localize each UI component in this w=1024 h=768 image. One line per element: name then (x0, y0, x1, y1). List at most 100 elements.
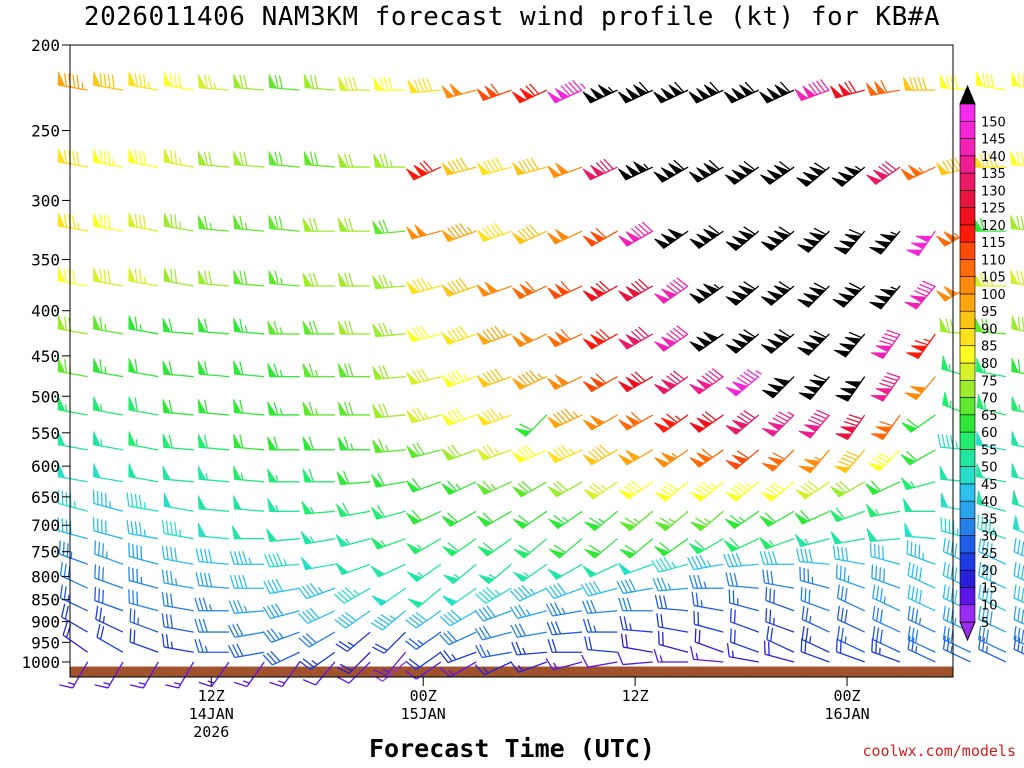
barb-pennant (703, 331, 719, 343)
barb-pennant (902, 76, 913, 91)
barb-pennant (406, 410, 420, 424)
wind-barb (442, 538, 477, 557)
barb-feather (813, 374, 827, 381)
barb-half-feather (755, 370, 762, 375)
wind-barb (57, 267, 88, 287)
barb-feather (630, 282, 642, 294)
barb-feather (942, 605, 946, 620)
wind-barb (441, 369, 477, 388)
barb-feather (638, 278, 650, 289)
barb-pennant (833, 246, 851, 255)
wind-barb (729, 608, 759, 633)
wind-barb (511, 444, 548, 464)
wind-barb (298, 631, 336, 648)
barb-feather (780, 81, 791, 93)
barb-feather (582, 618, 589, 633)
barb-feather (268, 553, 275, 567)
colorbar-label: 150 (981, 115, 1006, 130)
barb-feather (701, 448, 714, 458)
wind-barb (976, 71, 1007, 91)
barb-half-feather (562, 516, 569, 522)
barb-pennant (233, 74, 242, 89)
barb-half-feather (537, 373, 543, 380)
wind-barb (299, 651, 336, 670)
barb-half-feather (674, 415, 682, 421)
barb-feather (917, 76, 923, 91)
barb-pennant (874, 81, 887, 95)
colorbar-label: 60 (981, 426, 998, 441)
barb-shaft (198, 560, 229, 565)
barb-pennant (302, 272, 313, 287)
barb-half-feather (529, 588, 536, 595)
barb-feather (133, 629, 136, 644)
barb-feather (482, 542, 495, 552)
barb-shaft (978, 597, 1007, 612)
barb-half-feather (598, 518, 605, 524)
colorbar-swatch (959, 293, 976, 312)
wind-barb (584, 510, 618, 532)
barb-half-feather (572, 411, 579, 418)
x-axis: 12Z14JAN202600Z15JAN12Z00Z16JAN12Z (189, 44, 870, 741)
barb-pennant (197, 318, 207, 333)
barb-feather (302, 658, 315, 668)
wind-barb (333, 587, 371, 604)
barb-feather (72, 270, 76, 284)
wind-barb (57, 463, 88, 483)
wind-barb (476, 222, 512, 242)
barb-shaft (281, 661, 301, 687)
wind-barb (582, 280, 618, 302)
wind-barb (794, 509, 830, 525)
barb-feather (408, 616, 421, 627)
barb-feather (229, 575, 235, 589)
barb-pennant (838, 83, 852, 97)
barb-shaft (978, 618, 1007, 633)
barb-half-feather (643, 163, 649, 170)
barb-feather (767, 551, 774, 565)
barb-shaft (348, 651, 371, 674)
wind-barb (93, 463, 124, 483)
barb-feather (266, 629, 276, 642)
barb-pennant (372, 220, 384, 235)
barb-half-feather (279, 408, 283, 416)
wind-barb (688, 538, 724, 555)
barb-half-feather (104, 366, 107, 374)
wind-barb (128, 212, 159, 232)
barb-pennant (906, 249, 923, 257)
barb-pennant (582, 454, 599, 466)
wind-barb (233, 318, 265, 335)
barb-pennant (441, 229, 456, 242)
wind-barb (652, 577, 689, 592)
barb-half-feather (923, 338, 931, 342)
barb-half-feather (918, 617, 922, 625)
barb-feather (770, 627, 774, 642)
wind-barb (128, 396, 159, 416)
wind-barb (300, 556, 336, 571)
barb-pennant (654, 422, 670, 433)
barb-pennant (831, 177, 848, 187)
barb-pennant (582, 290, 599, 302)
wind-barb (584, 636, 618, 653)
wind-barb (406, 442, 442, 459)
barb-feather (239, 399, 244, 414)
barb-feather (301, 611, 312, 623)
barb-feather (840, 607, 844, 622)
wind-barb (194, 639, 229, 653)
barb-feather (623, 485, 636, 495)
barb-pennant (511, 335, 527, 348)
barb-pennant (514, 427, 532, 437)
wind-barb (128, 566, 159, 589)
barb-feather (58, 540, 61, 555)
barb-pennant (441, 284, 456, 297)
barb-shaft (517, 610, 547, 620)
barb-feather (490, 158, 500, 171)
barb-feather (805, 607, 809, 622)
barb-pennant (809, 166, 826, 177)
barb-shaft (246, 661, 265, 687)
barb-feather (416, 369, 425, 382)
wind-barb (511, 641, 547, 656)
barb-feather (134, 268, 138, 283)
barb-feather (343, 363, 350, 377)
barb-pennant (688, 91, 704, 104)
barb-shaft (693, 604, 724, 612)
